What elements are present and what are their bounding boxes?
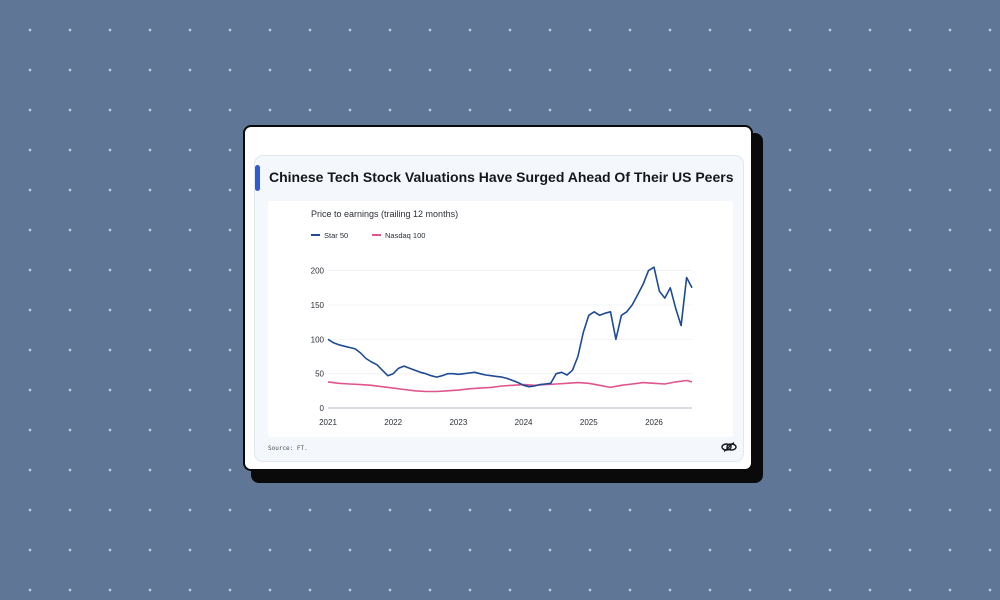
chart-title: Price to earnings (trailing 12 months) bbox=[311, 209, 458, 219]
chart-area: Price to earnings (trailing 12 months) S… bbox=[268, 201, 733, 437]
x-tick-label-2026: 2026 bbox=[645, 418, 663, 427]
series-lines bbox=[327, 266, 693, 393]
chart-panel: Chinese Tech Stock Valuations Have Surge… bbox=[254, 155, 744, 462]
y-axis-ticks: 0 50 100 150 200 bbox=[311, 267, 325, 413]
y-tick-label-150: 150 bbox=[311, 301, 325, 310]
x-tick-label-2023: 2023 bbox=[449, 418, 467, 427]
x-axis-ticks: 2021 2022 2023 2024 2025 2026 bbox=[319, 418, 663, 427]
source-note: Source: FT. bbox=[268, 445, 308, 452]
line-chart: Price to earnings (trailing 12 months) S… bbox=[311, 209, 693, 427]
x-tick-label-2021: 2021 bbox=[319, 418, 337, 427]
y-tick-label-200: 200 bbox=[311, 267, 325, 276]
y-tick-label-100: 100 bbox=[311, 335, 325, 344]
series-line-star-50 bbox=[327, 266, 693, 388]
series-line-nasdaq-100 bbox=[327, 379, 693, 393]
legend: Star 50 Nasdaq 100 bbox=[311, 231, 425, 240]
legend-label-star-50: Star 50 bbox=[324, 231, 348, 240]
card-title: Chinese Tech Stock Valuations Have Surge… bbox=[269, 169, 734, 185]
x-tick-label-2025: 2025 bbox=[580, 418, 598, 427]
x-tick-label-2024: 2024 bbox=[515, 418, 533, 427]
legend-label-nasdaq-100: Nasdaq 100 bbox=[385, 231, 425, 240]
interlocked-rings-logo-icon bbox=[721, 442, 737, 452]
title-accent-bar bbox=[255, 165, 260, 191]
x-tick-label-2022: 2022 bbox=[384, 418, 402, 427]
y-tick-label-0: 0 bbox=[320, 404, 325, 413]
chart-card: Chinese Tech Stock Valuations Have Surge… bbox=[243, 125, 753, 471]
y-tick-label-50: 50 bbox=[315, 370, 324, 379]
